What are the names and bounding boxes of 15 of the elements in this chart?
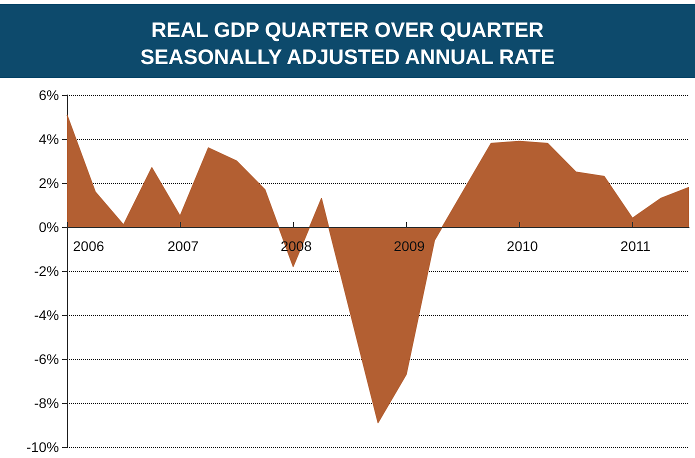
x-tick-label: 2009	[394, 238, 426, 254]
x-tick-label: 2010	[506, 238, 538, 254]
x-tick-label: 2007	[168, 238, 199, 254]
y-tick-label: 6%	[38, 87, 59, 103]
y-tick-label: -6%	[34, 351, 59, 367]
y-tick-label: -8%	[34, 395, 59, 411]
y-tick-label: -4%	[34, 307, 59, 323]
y-tick-label: -10%	[26, 439, 59, 455]
x-tick-label: 2006	[73, 238, 104, 254]
x-tick-label: 2011	[620, 238, 651, 254]
y-tick-label: 4%	[38, 131, 59, 147]
y-tick-label: 0%	[38, 219, 59, 235]
y-tick-label: -2%	[34, 263, 59, 279]
y-tick-label: 2%	[38, 175, 59, 191]
chart-title: REAL GDP QUARTER OVER QUARTER SEASONALLY ADJUSTED ANNUAL RATE	[140, 19, 555, 69]
